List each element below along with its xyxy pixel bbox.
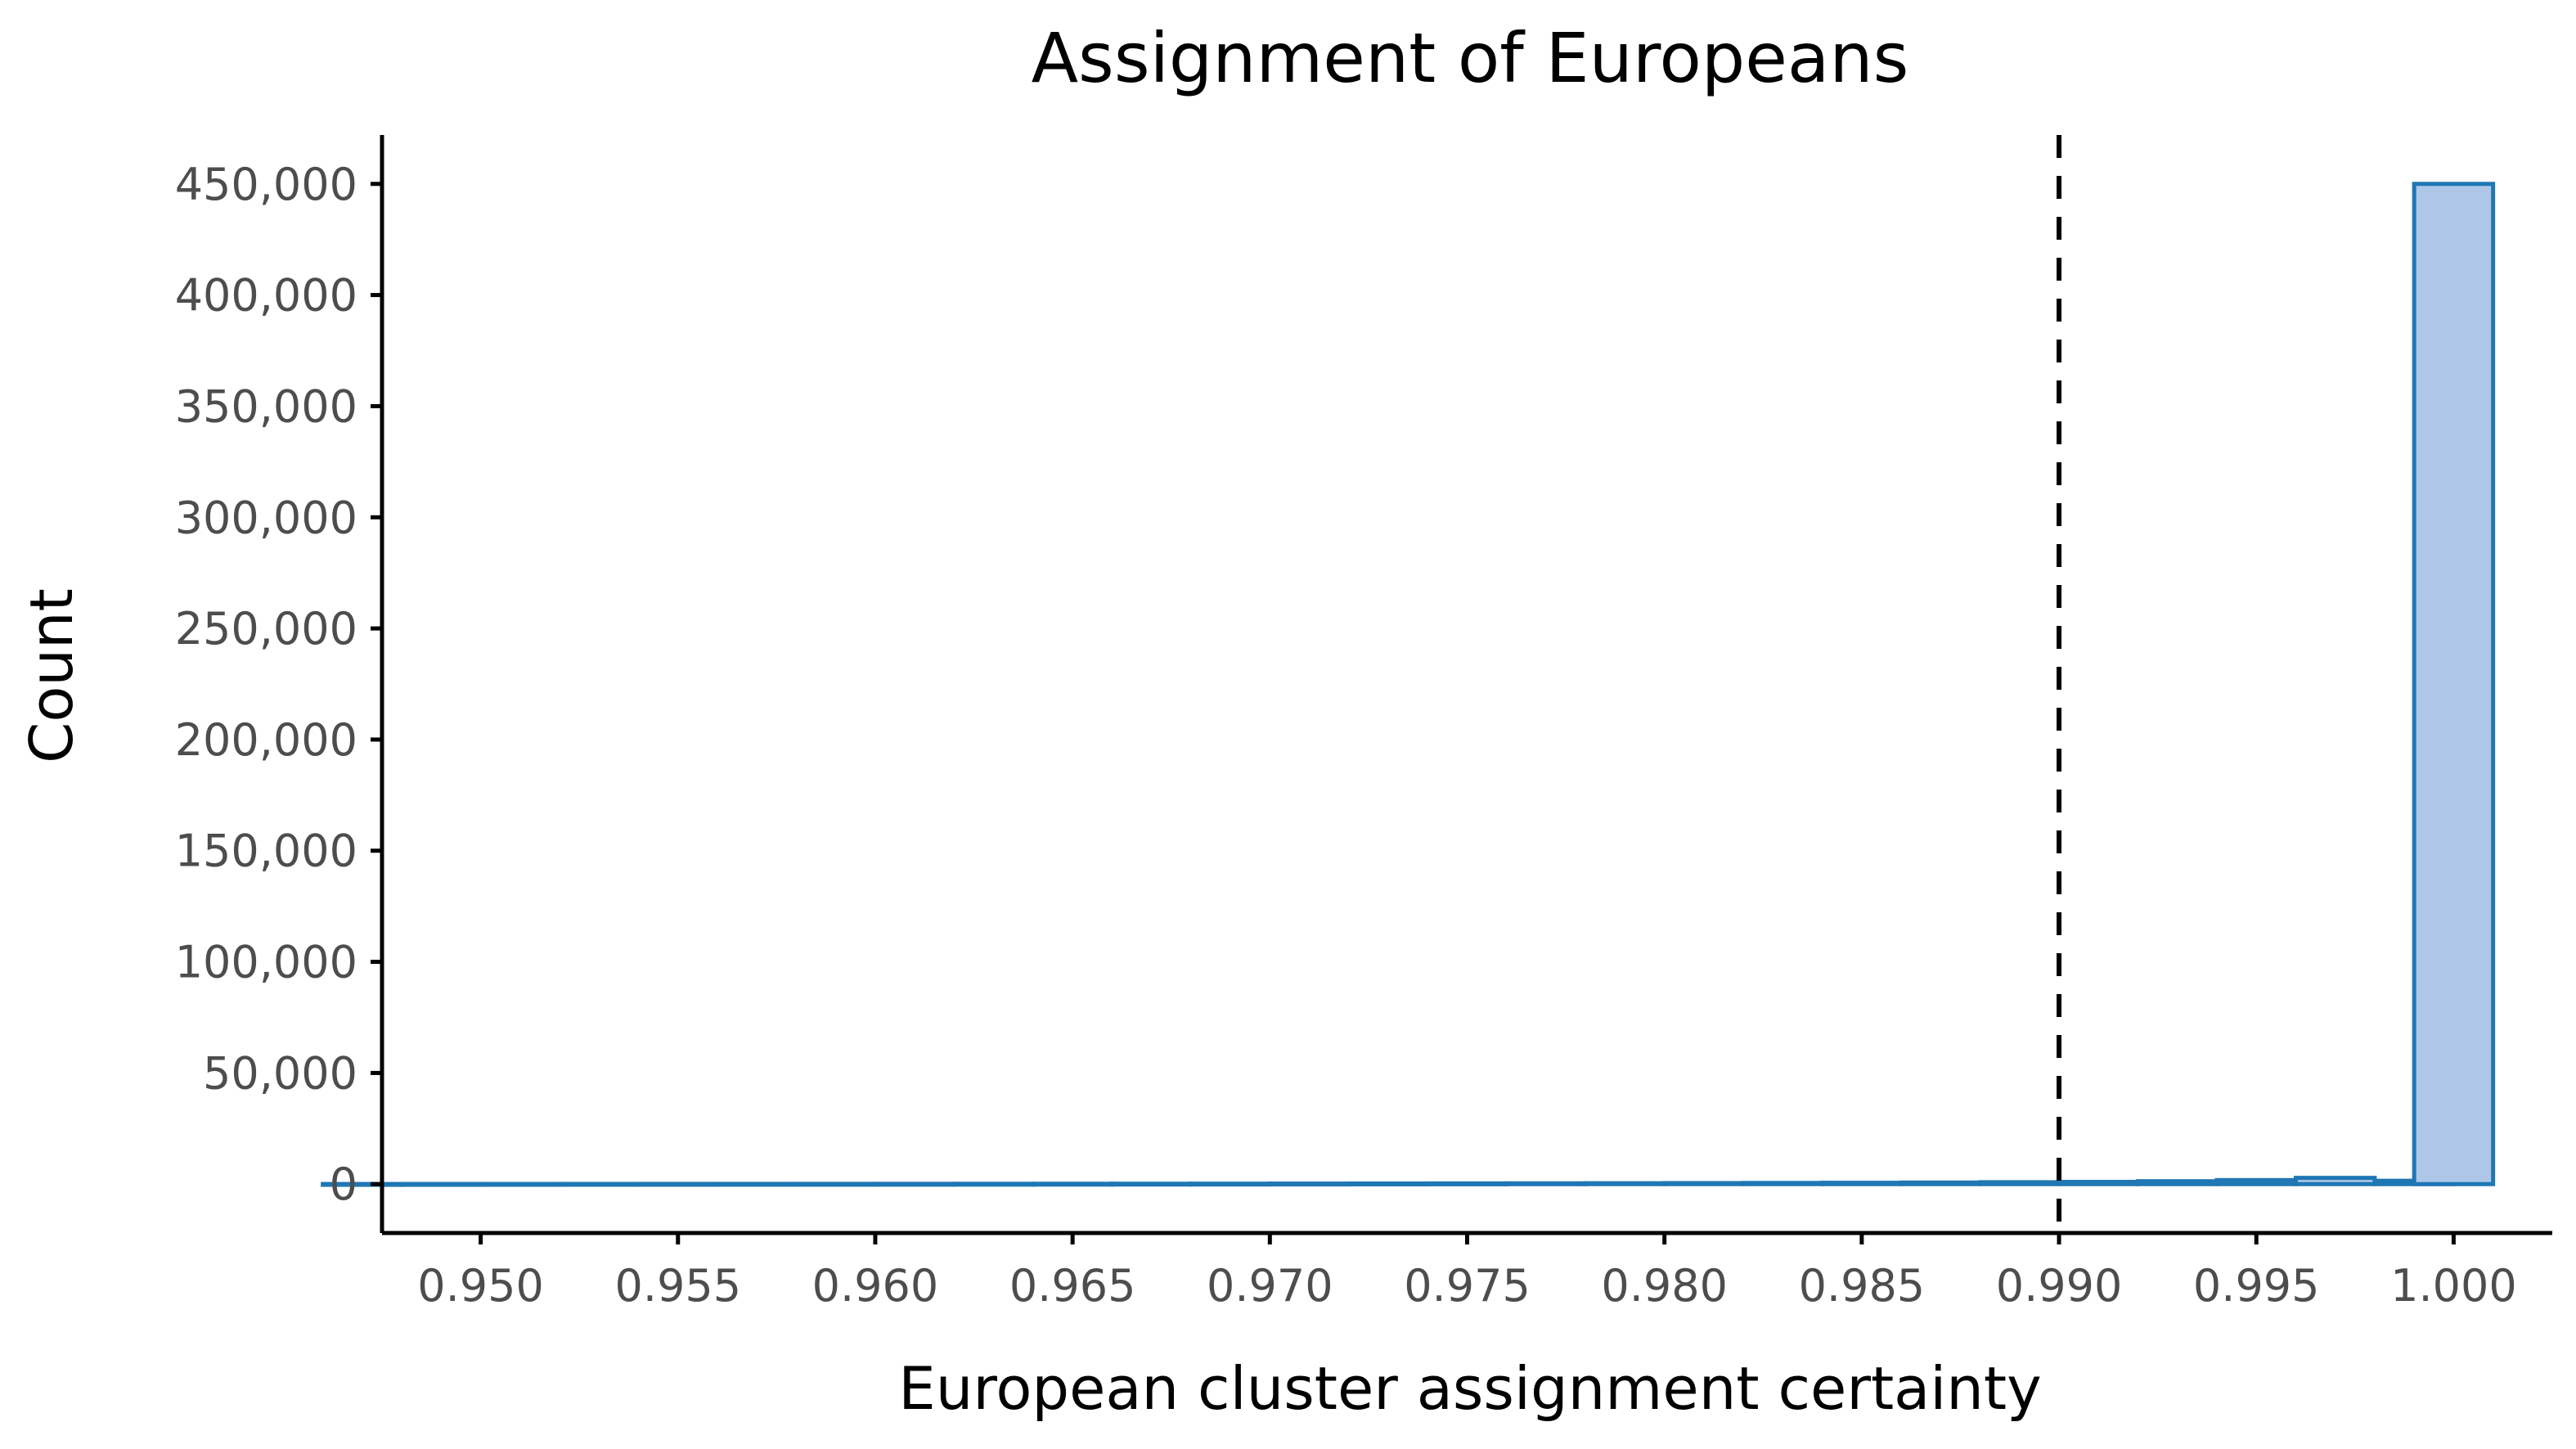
y-tick-label: 0	[330, 1159, 357, 1210]
y-tick-label: 100,000	[175, 937, 357, 988]
x-tick-label: 0.965	[1009, 1260, 1136, 1312]
y-tick-label: 250,000	[175, 603, 357, 655]
histogram-bar	[399, 1181, 483, 1187]
y-tick-label: 450,000	[175, 159, 357, 210]
histogram-bar	[1583, 1181, 1667, 1186]
y-tick-label: 50,000	[203, 1047, 357, 1099]
plot-area: 0 50,000 100,000 150,000 200,000 250,000 300,0…	[175, 135, 2552, 1312]
histogram-bar	[715, 1181, 798, 1187]
histogram-bar	[1109, 1181, 1194, 1187]
x-tick-label: 0.960	[812, 1260, 939, 1312]
x-tick-label: 0.955	[614, 1260, 741, 1312]
x-tick-label: 0.970	[1207, 1260, 1333, 1312]
y-tick-label: 150,000	[175, 826, 357, 877]
histogram-bar	[1899, 1180, 1983, 1186]
histogram-bar	[479, 1181, 562, 1187]
histogram-bar	[636, 1181, 720, 1187]
x-tick-label: 0.990	[1996, 1260, 2123, 1312]
histogram-bar	[951, 1181, 1036, 1187]
histogram-bar	[873, 1181, 956, 1187]
histogram-bar	[1267, 1181, 1351, 1187]
y-tick-label: 350,000	[175, 380, 357, 432]
x-tick-label: 0.975	[1404, 1260, 1531, 1312]
histogram-bar	[2057, 1180, 2141, 1186]
histogram-bar	[1741, 1181, 1825, 1186]
histogram-bar	[1662, 1181, 1746, 1186]
histogram-bar	[2136, 1179, 2219, 1186]
histogram-bar	[1820, 1181, 1904, 1186]
histogram-bar	[2412, 182, 2496, 1186]
histogram-bar	[1031, 1181, 1114, 1187]
x-tick-label: 0.995	[2193, 1260, 2320, 1312]
histogram-bar	[557, 1181, 641, 1187]
y-tick-label: 400,000	[175, 270, 357, 322]
x-tick-label: 0.985	[1799, 1260, 1926, 1312]
chart-title: Assignment of Europeans	[1032, 18, 1909, 98]
histogram-bar	[793, 1181, 878, 1187]
x-tick-label: 0.980	[1601, 1260, 1728, 1312]
histogram-bar	[1978, 1180, 2061, 1186]
x-axis-title: European cluster assignment certainty	[898, 1354, 2042, 1423]
x-tick-label: 0.950	[417, 1260, 544, 1312]
y-tick-label: 300,000	[175, 492, 357, 543]
y-axis-title: Count	[17, 588, 86, 763]
histogram-bar	[1504, 1181, 1588, 1186]
histogram-bar	[1425, 1181, 1509, 1186]
x-tick-label: 1.000	[2390, 1260, 2517, 1312]
histogram-bar	[2214, 1177, 2298, 1186]
histogram-bar	[1346, 1181, 1430, 1187]
y-tick-label: 200,000	[175, 714, 357, 766]
histogram-bar	[1189, 1181, 1272, 1187]
histogram-bar	[2293, 1176, 2377, 1186]
